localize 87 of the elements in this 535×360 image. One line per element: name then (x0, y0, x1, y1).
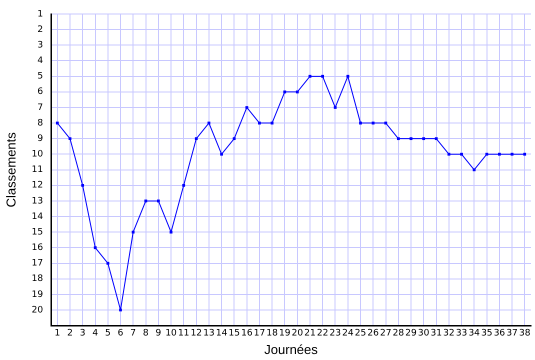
x-tick-label: 12 (190, 328, 202, 338)
point (447, 152, 450, 156)
x-tick-label: 1 (54, 328, 60, 338)
point (384, 122, 388, 124)
x-tick-label: 9 (156, 328, 162, 338)
y-tick-label: 7 (37, 102, 44, 113)
point (144, 200, 148, 202)
x-tick-label: 30 (418, 328, 430, 338)
y-tick-label: 14 (32, 212, 44, 222)
point (434, 137, 438, 140)
point (510, 152, 514, 156)
y-tick-label: 16 (32, 243, 44, 254)
x-tick-label: 17 (254, 328, 266, 338)
x-axis-title: Journées (264, 342, 318, 357)
point (498, 152, 501, 156)
point (245, 106, 248, 109)
point (283, 90, 286, 94)
y-tick-label: 10 (32, 150, 44, 160)
x-tick-label: 13 (203, 328, 215, 338)
x-tick-label: 2 (67, 328, 73, 338)
x-tick-label: 23 (330, 328, 341, 338)
x-tick-label: 28 (392, 328, 404, 338)
y-tick-label: 8 (37, 118, 44, 128)
x-tick-label: 36 (494, 328, 506, 338)
x-tick-label: 32 (443, 328, 455, 338)
x-tick-label: 35 (481, 328, 493, 338)
x-tick-label: 11 (178, 328, 190, 338)
point (182, 184, 186, 187)
point (220, 152, 223, 156)
x-tick-label: 15 (228, 328, 240, 338)
x-tick-label: 5 (105, 328, 111, 338)
x-tick-label: 10 (165, 328, 178, 338)
point (422, 137, 426, 140)
y-tick-label: 2 (37, 24, 44, 35)
point (372, 122, 375, 124)
point (410, 137, 412, 140)
y-tick-label: 15 (32, 227, 44, 238)
point (308, 74, 312, 78)
x-tick-label: 24 (342, 328, 354, 338)
x-tick-label: 38 (518, 328, 531, 338)
point (81, 184, 84, 187)
y-tick-label: 19 (32, 290, 44, 300)
point (460, 152, 463, 156)
y-tick-label: 20 (32, 305, 44, 316)
x-tick-label: 33 (456, 328, 468, 338)
y-tick-label: 12 (32, 180, 44, 191)
x-tick-label: 21 (304, 328, 316, 338)
x-tick-label: 34 (468, 328, 480, 338)
y-tick-label: 3 (37, 40, 44, 51)
x-tick-label: 14 (216, 328, 228, 338)
point (170, 230, 172, 234)
point (396, 137, 400, 140)
x-tick-label: 26 (367, 328, 380, 338)
y-tick-label: 9 (37, 134, 44, 144)
y-tick-label: 4 (37, 56, 44, 66)
x-tick-label: 29 (405, 328, 418, 338)
point (132, 230, 135, 234)
y-axis-title: Classements (3, 132, 18, 208)
y-tick-label: 13 (32, 196, 44, 206)
x-tick-label: 18 (266, 328, 278, 338)
y-tick-label: 5 (37, 72, 44, 82)
x-tick-label: 27 (380, 328, 392, 338)
x-tick-label: 6 (118, 328, 124, 338)
x-tick-label: 31 (430, 328, 442, 338)
point (194, 137, 198, 140)
point (321, 74, 324, 78)
point (296, 90, 299, 94)
point (106, 262, 110, 265)
x-tick-label: 4 (92, 328, 98, 338)
x-tick-label: 16 (241, 328, 253, 338)
y-tick-label: 18 (32, 274, 44, 284)
x-tick-label: 25 (354, 328, 366, 338)
x-tick-label: 19 (278, 328, 291, 338)
y-tick-label: 6 (37, 87, 44, 98)
x-tick-label: 7 (130, 328, 136, 338)
x-tick-label: 37 (506, 328, 518, 338)
x-tick-label: 22 (316, 328, 328, 338)
y-tick-label: 1 (37, 9, 44, 20)
x-tick-label: 20 (292, 328, 304, 338)
x-tick-label: 3 (80, 328, 86, 338)
point (232, 137, 236, 140)
point (56, 122, 59, 124)
y-tick-label: 11 (32, 165, 44, 176)
y-tick-label: 17 (32, 258, 44, 269)
x-tick-label: 8 (142, 328, 149, 338)
point (346, 74, 350, 78)
point (334, 106, 337, 109)
